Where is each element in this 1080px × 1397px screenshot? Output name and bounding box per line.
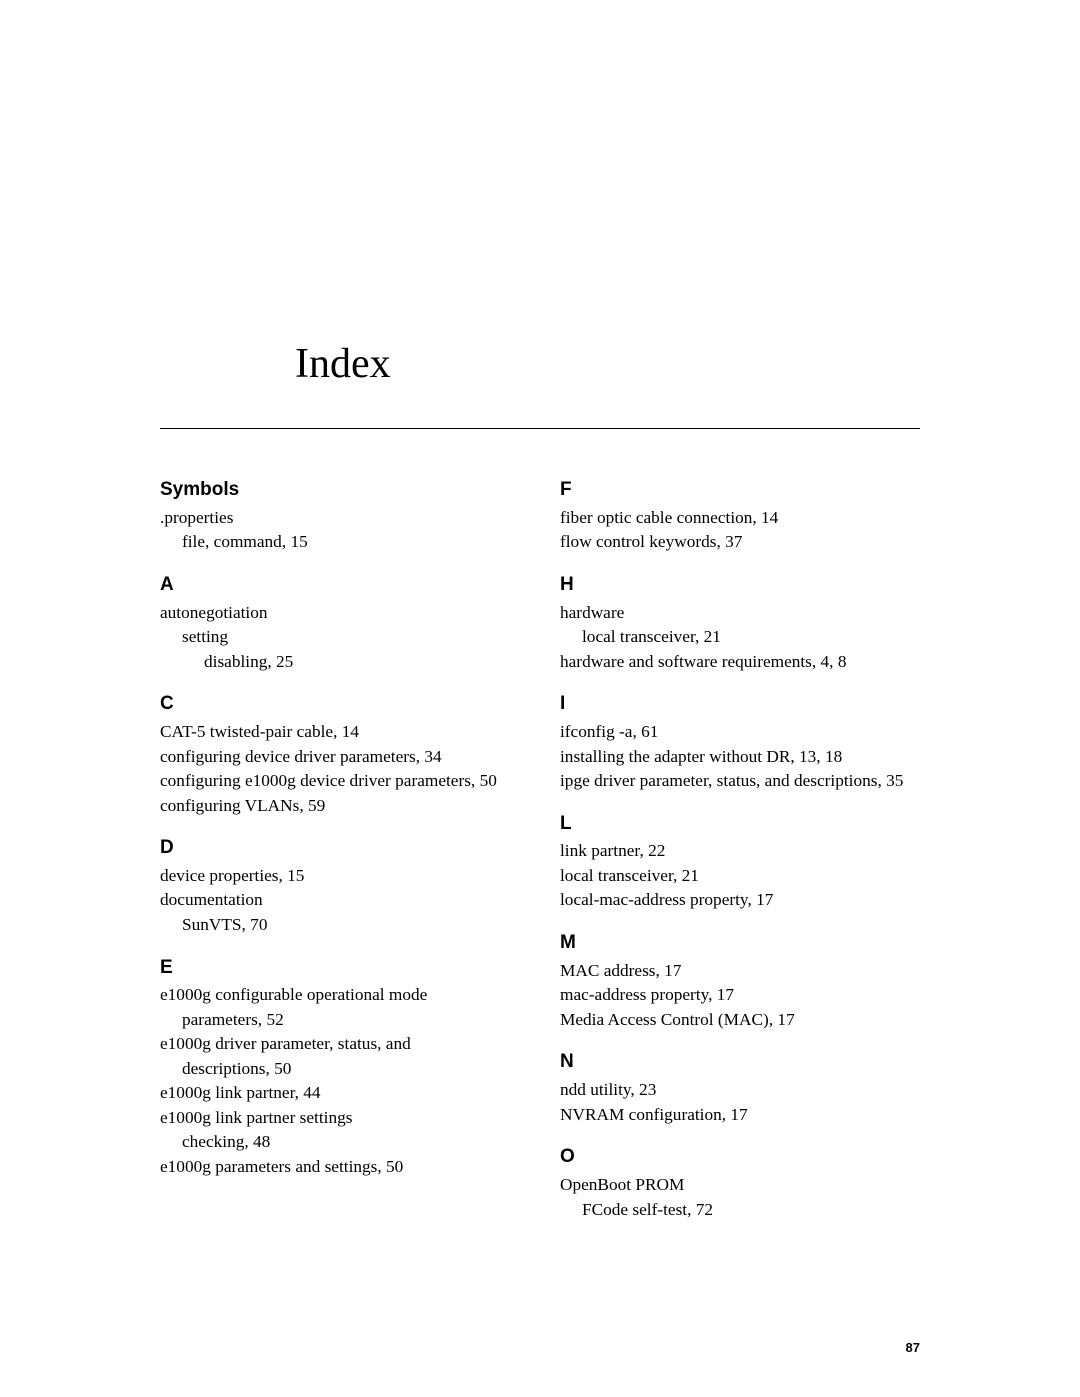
index-entry: e1000g link partner settings [160, 1106, 520, 1130]
index-entry: configuring e1000g device driver paramet… [160, 769, 520, 793]
index-entry: e1000g link partner, 44 [160, 1081, 520, 1105]
index-columns: Symbols .properties file, command, 15 A … [160, 477, 920, 1222]
section-head-symbols: Symbols [160, 477, 520, 503]
index-subentry: disabling, 25 [160, 650, 520, 674]
index-subentry: setting [160, 625, 520, 649]
section-head-o: O [560, 1144, 920, 1170]
index-subentry: local transceiver, 21 [560, 625, 920, 649]
index-entry: Media Access Control (MAC), 17 [560, 1008, 920, 1032]
section-head-f: F [560, 477, 920, 503]
section-head-e: E [160, 955, 520, 981]
index-entry: autonegotiation [160, 601, 520, 625]
index-entry: e1000g parameters and settings, 50 [160, 1155, 520, 1179]
index-page: Index Symbols .properties file, command,… [0, 0, 1080, 1282]
index-entry: .properties [160, 506, 520, 530]
index-subentry: SunVTS, 70 [160, 913, 520, 937]
section-head-m: M [560, 930, 920, 956]
index-entry: local transceiver, 21 [560, 864, 920, 888]
section-head-n: N [560, 1049, 920, 1075]
section-head-d: D [160, 835, 520, 861]
index-entry: ndd utility, 23 [560, 1078, 920, 1102]
section-head-i: I [560, 691, 920, 717]
index-subentry: FCode self-test, 72 [560, 1198, 920, 1222]
index-entry: ifconfig -a, 61 [560, 720, 920, 744]
index-entry: e1000g driver parameter, status, and [160, 1032, 520, 1056]
index-entry: hardware and software requirements, 4, 8 [560, 650, 920, 674]
index-entry: installing the adapter without DR, 13, 1… [560, 745, 920, 769]
index-entry: MAC address, 17 [560, 959, 920, 983]
section-head-h: H [560, 572, 920, 598]
index-entry: configuring device driver parameters, 34 [160, 745, 520, 769]
page-title: Index [295, 340, 920, 388]
index-entry: configuring VLANs, 59 [160, 794, 520, 818]
index-entry: local-mac-address property, 17 [560, 888, 920, 912]
index-entry: e1000g configurable operational mode [160, 983, 520, 1007]
index-subentry: file, command, 15 [160, 530, 520, 554]
left-column: Symbols .properties file, command, 15 A … [160, 477, 520, 1222]
index-entry: CAT-5 twisted-pair cable, 14 [160, 720, 520, 744]
page-number: 87 [906, 1340, 920, 1355]
index-entry: flow control keywords, 37 [560, 530, 920, 554]
index-entry: OpenBoot PROM [560, 1173, 920, 1197]
index-subentry: checking, 48 [160, 1130, 520, 1154]
index-entry: ipge driver parameter, status, and descr… [560, 769, 920, 793]
index-entry: fiber optic cable connection, 14 [560, 506, 920, 530]
section-head-l: L [560, 811, 920, 837]
index-entry: hardware [560, 601, 920, 625]
section-head-a: A [160, 572, 520, 598]
index-entry: link partner, 22 [560, 839, 920, 863]
section-head-c: C [160, 691, 520, 717]
index-subentry: parameters, 52 [160, 1008, 520, 1032]
index-entry: device properties, 15 [160, 864, 520, 888]
right-column: F fiber optic cable connection, 14 flow … [560, 477, 920, 1222]
index-subentry: descriptions, 50 [160, 1057, 520, 1081]
index-entry: mac-address property, 17 [560, 983, 920, 1007]
index-entry: NVRAM configuration, 17 [560, 1103, 920, 1127]
title-rule [160, 428, 920, 429]
index-entry: documentation [160, 888, 520, 912]
